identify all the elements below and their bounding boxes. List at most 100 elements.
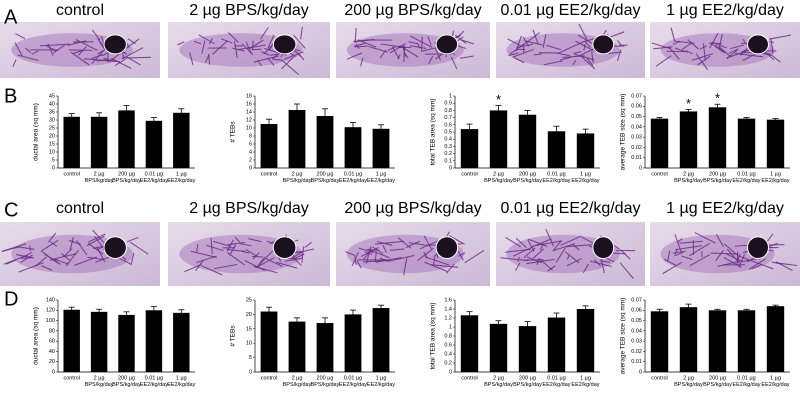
duct — [354, 256, 357, 265]
duct — [572, 243, 580, 251]
duct — [769, 34, 792, 40]
duct — [360, 57, 364, 67]
duct — [674, 249, 678, 255]
y-tick-label: 12 — [246, 117, 252, 123]
duct — [423, 251, 428, 259]
y-tick-label: 10 — [246, 341, 252, 347]
duct — [39, 43, 70, 47]
duct — [31, 50, 39, 55]
duct — [72, 49, 84, 55]
duct — [432, 257, 436, 266]
gland-body — [346, 33, 464, 67]
x-tick-label: 2 µg — [493, 171, 504, 177]
bar — [145, 120, 163, 168]
duct — [702, 43, 706, 61]
significance-mark: * — [496, 92, 501, 107]
lymph-node — [747, 236, 769, 259]
duct — [679, 240, 703, 244]
duct — [245, 248, 258, 257]
duct — [771, 261, 783, 265]
duct — [573, 50, 582, 54]
bar — [63, 116, 80, 168]
duct — [239, 243, 252, 247]
column-header: 200 µg BPS/kg/day — [344, 2, 481, 19]
bar — [518, 326, 537, 372]
duct — [515, 237, 527, 249]
x-tick-label: BPS/kg/day — [484, 382, 513, 388]
bar — [489, 110, 508, 168]
duct — [685, 50, 693, 55]
x-tick-label: BPS/kg/day — [703, 382, 732, 388]
duct — [353, 42, 366, 47]
lymph-node — [747, 34, 769, 55]
y-tick-label: 0.01 — [631, 359, 642, 365]
duct — [20, 254, 33, 264]
bar — [90, 311, 108, 372]
x-tick-label: EE2/kg/day — [732, 178, 760, 184]
duct — [251, 40, 254, 51]
duct — [234, 236, 241, 243]
duct — [212, 40, 229, 55]
duct — [368, 45, 389, 53]
x-tick-label: EE2/kg/day — [761, 382, 789, 388]
duct — [365, 246, 372, 264]
bar — [90, 116, 108, 168]
x-tick-label: 2 µg — [683, 375, 694, 381]
micrograph-bg — [336, 222, 490, 286]
y-tick-label: 80 — [49, 328, 55, 334]
lymph-node — [103, 236, 127, 259]
duct — [210, 237, 213, 255]
x-tick-label: control — [461, 375, 478, 381]
bar — [679, 111, 698, 168]
y-tick-label: 35 — [49, 109, 55, 115]
y-tick-label: 20 — [246, 312, 252, 318]
duct — [728, 48, 739, 54]
y-tick-label: 25 — [246, 297, 252, 303]
duct — [449, 235, 465, 245]
duct — [546, 44, 561, 51]
duct — [735, 52, 764, 58]
duct — [16, 246, 35, 250]
bar — [118, 314, 135, 372]
duct — [719, 47, 732, 58]
duct — [617, 40, 622, 46]
y-tick-label: 0.05 — [631, 318, 642, 324]
duct — [590, 260, 613, 268]
x-tick-label: 2 µg — [94, 375, 105, 381]
duct — [91, 54, 103, 59]
y-tick-label: 0 — [449, 369, 452, 375]
x-tick-label: control — [63, 375, 80, 381]
duct — [668, 46, 680, 60]
x-tick-label: EE2/kg/day — [542, 382, 570, 388]
duct — [560, 235, 582, 246]
micrograph — [496, 22, 645, 78]
column-header: 1 µg EE2/kg/day — [666, 2, 784, 19]
x-tick-label: 0.01 µg — [737, 171, 755, 177]
duct — [198, 34, 215, 45]
duct — [512, 48, 534, 58]
micrograph-bg — [650, 22, 800, 78]
x-tick-label: 200 µg — [118, 375, 135, 381]
y-tick-label: 0.2 — [444, 360, 452, 366]
duct — [99, 42, 106, 51]
duct — [718, 34, 723, 49]
duct — [524, 40, 543, 46]
duct — [403, 52, 409, 59]
x-tick-label: 0.01 µg — [145, 171, 163, 177]
duct — [86, 235, 105, 247]
x-tick-label: 1 µg — [770, 171, 781, 177]
duct — [111, 57, 132, 69]
duct — [450, 56, 458, 70]
duct — [196, 243, 199, 253]
y-tick-label: 6 — [249, 141, 252, 147]
y-tick-label: 0 — [52, 165, 55, 171]
y-tick-label: 1.4 — [444, 306, 452, 312]
x-tick-label: BPS/kg/day — [674, 178, 703, 184]
gland-body — [660, 234, 775, 274]
bar — [766, 306, 785, 372]
x-tick-label: BPS/kg/day — [674, 382, 703, 388]
y-tick-label: 20 — [49, 133, 55, 139]
bar — [547, 131, 566, 168]
duct — [96, 246, 106, 263]
duct — [212, 240, 232, 248]
